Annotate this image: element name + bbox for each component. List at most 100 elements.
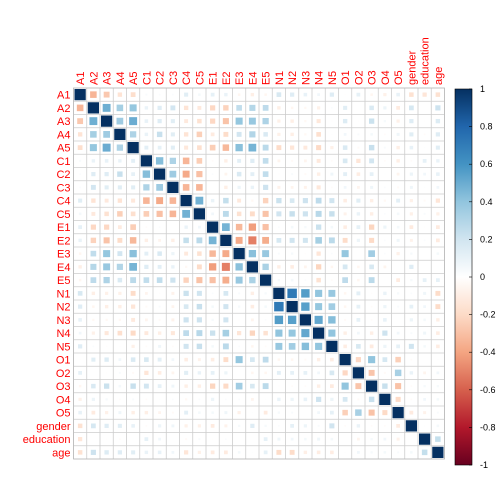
cell-A4-A4 <box>114 128 126 140</box>
cell-education-C5 <box>198 438 201 441</box>
cell-C2-E1 <box>211 173 214 175</box>
cell-O3-A5 <box>130 383 136 389</box>
cell-A4-A3 <box>103 131 110 138</box>
cell-O5-N2 <box>291 411 294 414</box>
colorbar-tick-label: 0.2 <box>480 234 493 244</box>
cell-E5-E2 <box>222 276 230 284</box>
cell-N4-O4 <box>382 330 388 336</box>
cell-education-C2 <box>158 437 162 441</box>
cell-C5-O5 <box>396 212 400 216</box>
cell-A3-A1 <box>77 118 84 125</box>
cell-gender-E2 <box>224 424 228 428</box>
cell-O5-O2 <box>355 409 362 416</box>
cell-A5-C4 <box>184 145 189 150</box>
cell-C1-age <box>436 159 440 163</box>
cell-E1-E3 <box>235 223 243 231</box>
cell-C2-E3 <box>236 171 242 177</box>
cell-education-gender <box>410 438 412 440</box>
cell-O1-E5 <box>262 356 269 363</box>
cell-education-N2 <box>290 437 294 441</box>
cell-C2-gender <box>409 172 413 176</box>
cell-N2-C1 <box>145 305 148 308</box>
cell-O3-A1 <box>78 384 82 388</box>
cell-O3-N3 <box>304 385 307 387</box>
cell-E2-education <box>423 239 426 242</box>
cell-A5-E2 <box>222 144 230 151</box>
cell-C4-education <box>423 199 426 202</box>
cell-O2-gender <box>409 371 414 375</box>
cell-age-N4 <box>316 450 321 455</box>
cell-C1-E3 <box>237 158 242 163</box>
cell-E1-C5 <box>198 225 201 229</box>
cell-C2-O1 <box>343 172 348 177</box>
cell-O3-education <box>423 385 426 388</box>
cell-N5-A4 <box>119 345 121 347</box>
cell-C3-N4 <box>316 185 321 190</box>
cell-C5-E4 <box>249 211 255 217</box>
cell-E2-C3 <box>171 238 175 243</box>
column-label-A1: A1 <box>75 72 87 85</box>
cell-C5-C1 <box>143 211 150 217</box>
cell-age-N3 <box>303 450 308 455</box>
cell-A2-E2 <box>223 105 229 111</box>
cell-E4-O3 <box>369 264 374 270</box>
cell-N5-A2 <box>92 345 95 348</box>
cell-C3-E5 <box>263 184 269 190</box>
cell-N3-A4 <box>118 318 121 321</box>
cell-age-C3 <box>171 451 175 454</box>
cell-A3-age <box>435 118 441 124</box>
cell-E2-age <box>436 238 440 243</box>
cell-O2-O5 <box>394 369 402 377</box>
cell-E2-gender <box>409 238 413 242</box>
colorbar-tick-label: -0.8 <box>480 422 496 432</box>
cell-E2-N5 <box>328 237 335 244</box>
colorbar-tick-label: -1 <box>480 460 488 470</box>
cell-N2-E5 <box>264 305 267 308</box>
cell-C5-O1 <box>343 212 347 216</box>
cell-E5-gender <box>410 279 413 282</box>
cell-A4-C1 <box>144 132 149 137</box>
cell-E1-A4 <box>118 225 122 229</box>
cell-A4-O2 <box>357 133 360 136</box>
cell-O1-C1 <box>144 357 149 362</box>
cell-A2-E5 <box>262 105 269 111</box>
cell-N2-E4 <box>250 304 255 309</box>
cell-O2-C1 <box>144 370 149 375</box>
cell-O2-C4 <box>184 370 189 375</box>
cell-C2-A5 <box>131 172 135 176</box>
cell-E1-O5 <box>396 225 400 229</box>
cell-A1-E4 <box>250 92 255 97</box>
colorbar-tick-label: 0.6 <box>480 159 493 169</box>
cell-O3-C2 <box>157 384 162 388</box>
cell-E2-E3 <box>235 236 243 244</box>
cell-A1-O2 <box>356 92 361 97</box>
cell-E1-N1 <box>278 226 280 228</box>
cell-O4-O2 <box>357 398 360 401</box>
cell-gender-C5 <box>197 424 201 428</box>
cell-A3-E3 <box>235 117 243 125</box>
cell-O2-O1 <box>342 370 348 376</box>
cell-C5-N2 <box>289 211 295 217</box>
cell-E4-E2 <box>221 262 230 271</box>
cell-C5-N1 <box>276 211 282 217</box>
column-label-C2: C2 <box>155 71 167 85</box>
cell-N3-A5 <box>131 317 136 322</box>
cell-E5-N5 <box>331 279 333 281</box>
cell-E4-C5 <box>196 264 202 270</box>
cell-E3-gender <box>410 252 413 255</box>
cell-E2-E1 <box>208 236 217 245</box>
cell-N1-age <box>435 290 441 296</box>
cell-C1-E1 <box>211 160 214 162</box>
cell-N1-C3 <box>171 291 175 295</box>
row-label-O1: O1 <box>56 355 71 367</box>
cell-E2-A2 <box>90 237 97 244</box>
row-label-gender: gender <box>36 421 71 433</box>
cell-O1-C4 <box>184 357 188 362</box>
cell-E2-O5 <box>396 238 400 242</box>
cell-age-O4 <box>383 451 387 454</box>
cell-age-E3 <box>237 451 241 454</box>
cell-A2-E3 <box>236 105 242 111</box>
cell-N5-O1 <box>343 344 347 349</box>
cell-A3-O5 <box>396 119 400 123</box>
cell-age-N5 <box>330 450 334 455</box>
